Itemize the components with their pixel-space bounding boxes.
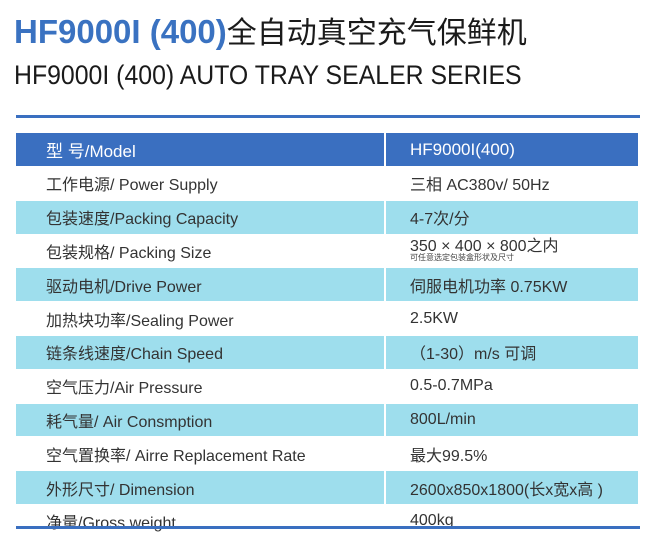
table-row: 耗气量/ Air Consmption 800L/min (16, 403, 640, 438)
table-header: 型 号/Model HF9000I(400) (16, 133, 640, 167)
row-label: 加热块功率/Sealing Power (16, 301, 386, 336)
packing-size-note: 可任意选定包装盒形状及尺寸 (410, 253, 514, 263)
row-value: 800L/min (385, 403, 640, 438)
title-model: HF9000I (400) (14, 13, 227, 50)
row-label: 链条线速度/Chain Speed (16, 335, 386, 370)
row-value: （1-30）m/s 可调 (385, 335, 640, 370)
row-value: 0.5-0.7MPa (385, 369, 640, 404)
row-label: 外形尺寸/ Dimension (16, 470, 386, 505)
table-row: 空气压力/Air Pressure 0.5-0.7MPa (16, 369, 640, 404)
row-value: 伺服电机功率 0.75KW (385, 267, 640, 303)
row-label: 净量/Gross weight (16, 504, 386, 539)
bottom-divider (16, 526, 640, 529)
page-subtitle: HF9000I (400) AUTO TRAY SEALER SERIES (14, 60, 522, 90)
row-label: 空气压力/Air Pressure (16, 369, 386, 404)
table-row: 包装规格/ Packing Size 350 × 400 × 800之内 可任意选定… (16, 234, 640, 269)
row-value: 350 × 400 × 800之内 可任意选定包装盒形状及尺寸 (385, 234, 640, 269)
row-value: 2600x850x1800(长x宽x高 ) (385, 470, 640, 505)
row-label: 驱动电机/Drive Power (16, 267, 386, 303)
header-value: HF9000I(400) (385, 133, 640, 167)
row-label: 包装速度/Packing Capacity (16, 200, 386, 235)
row-value: 400kg (385, 504, 640, 539)
table-row: 工作电源/ Power Supply 三相 AC380v/ 50Hz (16, 166, 640, 201)
top-divider (16, 115, 640, 118)
title-chinese: 全自动真空充气保鲜机 (226, 16, 527, 51)
packing-size-value: 350 × 400 × 800之内 (410, 238, 559, 256)
row-value: 三相 AC380v/ 50Hz (385, 166, 640, 201)
table-row: 包装速度/Packing Capacity 4-7次/分 (16, 200, 640, 235)
header-label: 型 号/Model (16, 133, 386, 167)
table-row: 驱动电机/Drive Power 伺服电机功率 0.75KW (16, 267, 640, 303)
table-row: 加热块功率/Sealing Power 2.5KW (16, 301, 640, 336)
row-label: 工作电源/ Power Supply (16, 166, 386, 201)
page-title: HF9000I (400)全自动真空充气保鲜机 (14, 8, 527, 52)
row-label: 空气置换率/ Airre Replacement Rate (16, 436, 386, 472)
row-value: 最大99.5% (385, 436, 640, 472)
row-value: 2.5KW (385, 301, 640, 336)
spec-table: 型 号/Model HF9000I(400) 工作电源/ Power Supply… (16, 133, 640, 539)
row-label: 包装规格/ Packing Size (16, 234, 386, 269)
row-value: 4-7次/分 (385, 200, 640, 235)
table-row: 外形尺寸/ Dimension 2600x850x1800(长x宽x高 ) (16, 470, 640, 505)
table-row: 空气置换率/ Airre Replacement Rate 最大99.5% (16, 436, 640, 472)
table-row: 链条线速度/Chain Speed （1-30）m/s 可调 (16, 335, 640, 370)
table-row: 净量/Gross weight 400kg (16, 504, 640, 539)
row-label: 耗气量/ Air Consmption (16, 403, 386, 438)
